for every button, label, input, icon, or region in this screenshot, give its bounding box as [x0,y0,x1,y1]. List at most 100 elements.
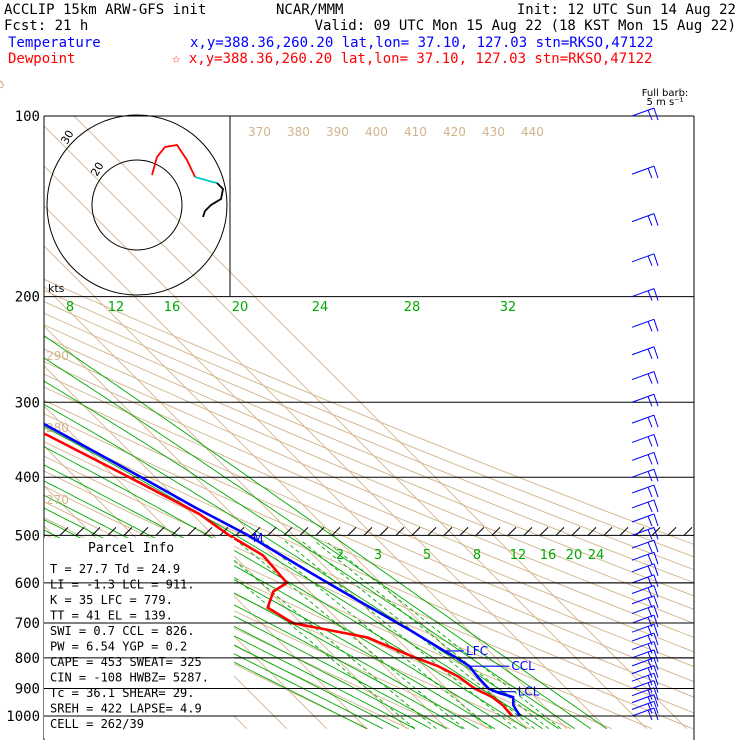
mixing-ratio-line [236,540,465,730]
wind-barb-flag [653,539,659,553]
wind-barb-flag [647,290,653,301]
wind-barb-flag [653,371,659,384]
hatch-mark [267,527,277,536]
wind-barb-staff [631,346,655,356]
pressure-tick-label: 400 [15,470,40,486]
wind-barb-staff [631,253,655,263]
wind-barb-flag [653,585,659,598]
hatch-mark [139,527,149,536]
hatch-mark [91,527,101,536]
isotherm-line [44,405,368,730]
hatch-mark [427,527,437,536]
hatch-mark [619,527,629,536]
wind-barb-flag [647,501,653,513]
wind-barb-flag [647,659,653,671]
wind-barb-flag [653,165,659,179]
dry-adiabat-line [44,336,694,610]
wind-barb-staff [631,694,655,704]
wind-barb-staff [631,563,655,573]
parcel-info-row: CELL = 262/39 [50,717,144,731]
hatch-mark [443,527,453,536]
wind-barb-staff [631,288,655,298]
wind-barb-flag [653,288,659,301]
parcel-info-row: CIN = -108 HWBZ= 5287. [50,671,209,685]
pressure-tick-label: 500 [15,528,40,544]
dry-adiabat-line [44,455,653,730]
wind-barb-flag [653,513,659,527]
wind-barb-flag [647,215,653,226]
wind-barb-staff [631,499,655,509]
hatch-mark [411,527,421,536]
temperature-series-line [44,422,522,717]
isotherm-line [44,725,48,730]
dry-adiabat-line [44,289,694,558]
wind-barb-flag [653,665,659,678]
dry-adiabat-line [44,373,694,653]
wind-barb-flag [653,574,659,588]
hatch-mark [331,527,341,536]
wind-barb-staff [631,649,655,659]
wind-barb-flag [653,595,659,608]
parcel-info-row: PW = 6.54 YGP = 0.2 [50,640,187,654]
wind-barb-flag [653,657,659,671]
dry-adiabat-line [44,348,694,624]
wind-barb-flag [653,624,659,637]
wind-barb-staff [631,665,655,675]
hatch-mark [251,527,261,536]
wind-barb-staff [631,318,655,328]
mixing-ratio-label: 8 [473,548,481,563]
hatch-mark [603,527,613,536]
wind-barb-staff [631,165,655,175]
mixing-ratio-label: 24 [588,548,605,563]
wind-barb-staff [631,371,655,381]
barb-header-line2: 5 m s⁻¹ [647,97,684,108]
hatch-mark [203,527,213,536]
wind-barb-staff [631,414,655,424]
wind-barb-staff [631,484,655,494]
hatch-mark [187,527,197,536]
wind-barb-staff [631,468,655,478]
wind-barb-staff [631,393,655,403]
moist-adiabat-line [44,446,527,730]
theta-label: 420 [443,125,466,139]
parcel-info-title: Parcel Info [88,541,174,556]
header-org: NCAR/MMM [276,2,343,18]
hatch-mark [299,527,309,536]
pressure-tick-label: 200 [15,290,40,306]
mixing-ratio-label: 5 [423,548,431,563]
wind-barb-flag [653,213,659,226]
wind-barb-flag [647,416,653,428]
dry-adiabat-line [44,360,694,638]
wind-barb-flag [647,554,653,565]
dewpoint-series-line [44,432,513,717]
wind-barb-flag [647,486,653,498]
isotherm-line [44,125,648,730]
dry-adiabat-line [44,427,694,714]
wind-barb-staff [631,574,655,584]
dry-adiabat-line [44,301,694,571]
hatch-mark [523,527,533,536]
mixing-ratio-line [284,540,517,730]
wind-barb-flag [647,634,653,646]
parcel-info-row: SWI = 0.7 CCL = 826. [50,624,195,638]
wind-barb-flag [647,643,653,654]
parcel-info-row: K = 35 LFC = 779. [50,593,173,607]
dry-adiabat-line [44,413,694,698]
hatch-mark [491,527,501,536]
hodograph-upper-trace [151,144,196,178]
hatch-mark [507,527,517,536]
wind-barb-flag [653,434,659,447]
theta-label: 390 [326,125,349,139]
wind-barb-flag [647,348,653,359]
mixing-ratio-label: 12 [108,300,125,315]
parcel-info-row: T = 27.7 Td = 24.9 [50,562,180,576]
mixing-ratio-label: 2 [336,548,344,563]
level-marker-label: LFC [466,644,488,658]
isotherm-line [44,205,568,730]
moist-adiabat-line [44,380,575,730]
moist-adiabat-line [44,403,559,730]
wind-barb-staff [631,551,655,561]
pressure-tick-label: 100 [15,109,40,125]
wind-barb-flag [653,527,659,540]
